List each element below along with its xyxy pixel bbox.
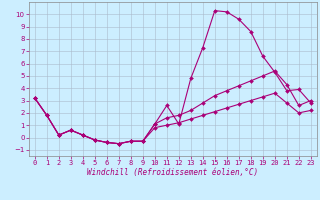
X-axis label: Windchill (Refroidissement éolien,°C): Windchill (Refroidissement éolien,°C) — [87, 168, 258, 177]
